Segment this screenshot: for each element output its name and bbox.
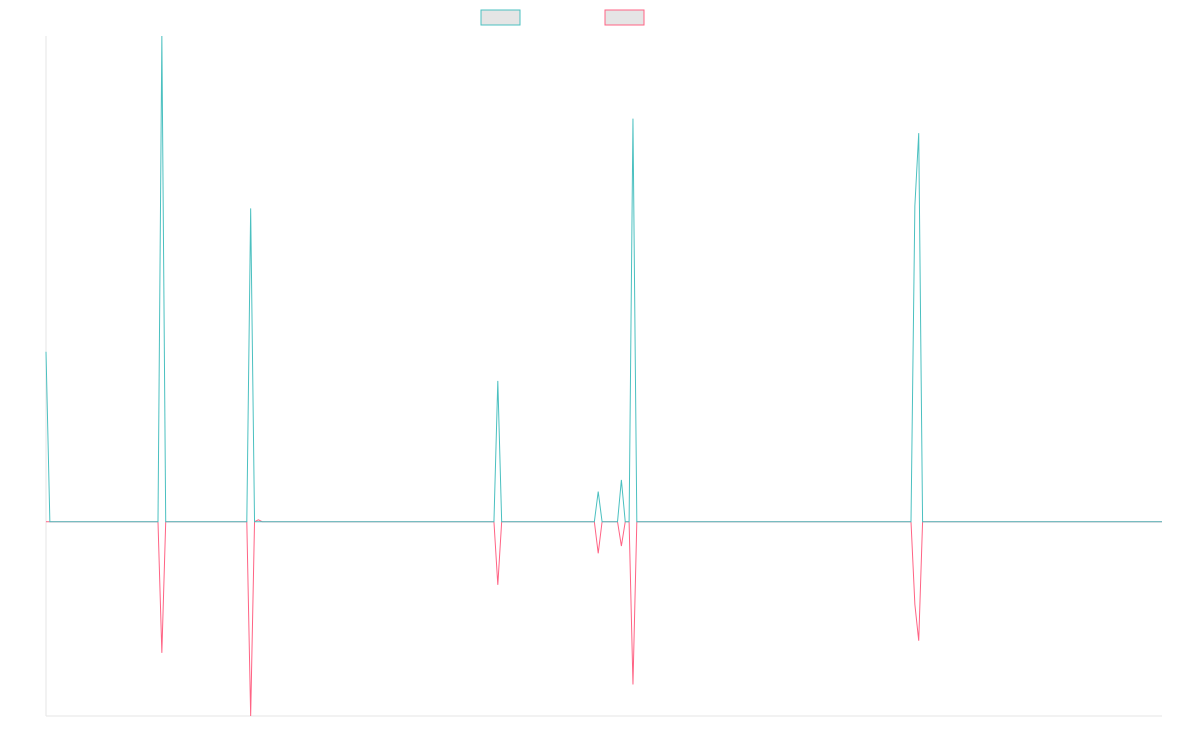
chart-axes [45,36,1162,717]
legend-swatch-series-1[interactable] [480,9,521,26]
chart-legend [480,9,645,26]
plot-area [45,35,1162,717]
series-line-2 [46,519,1162,717]
series-line-1 [45,35,1162,523]
legend-swatch-series-2[interactable] [604,9,645,26]
